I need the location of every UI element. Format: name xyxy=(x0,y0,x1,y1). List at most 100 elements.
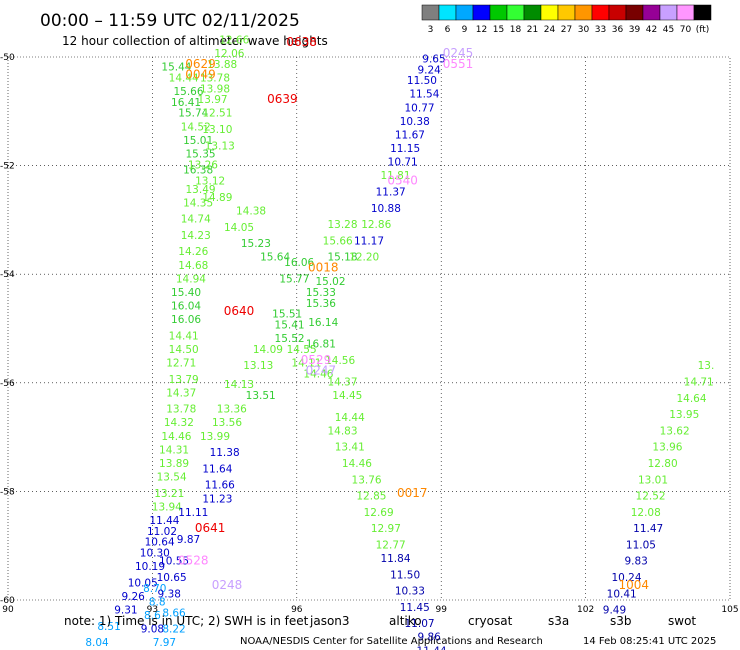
swh-value-label: 10.55 xyxy=(159,556,189,568)
swh-value-label: 9.08 xyxy=(141,624,164,636)
swh-value-label: 11.84 xyxy=(380,553,410,565)
colorbar-tick-label: 42 xyxy=(646,25,657,35)
swh-value-label: 14.74 xyxy=(181,214,211,226)
y-tick-label: -56 xyxy=(0,379,15,389)
swh-value-label: 11.54 xyxy=(409,89,439,101)
swh-value-label: 15.44 xyxy=(161,62,191,74)
swh-value-label: 10.64 xyxy=(145,537,175,549)
swh-value-label: 14.64 xyxy=(676,393,706,405)
swh-value-label: 12.66 xyxy=(219,34,249,46)
colorbar-swatch xyxy=(608,4,627,21)
colorbar-swatch xyxy=(574,4,593,21)
swh-value-label: 14.56 xyxy=(325,355,355,367)
swh-value-label: 11.05 xyxy=(626,539,656,551)
swh-value-label: 14.23 xyxy=(181,230,211,242)
swh-value-label: 12.77 xyxy=(376,539,406,551)
swh-value-label: 11.02 xyxy=(147,526,177,538)
swh-value-label: 15.40 xyxy=(171,287,201,299)
satellite-legend-item: jason3 xyxy=(309,614,350,628)
swh-value-label: 8.8 xyxy=(149,596,166,608)
colorbar-tick-label: 33 xyxy=(595,25,606,35)
swh-value-label: 13.98 xyxy=(200,83,230,95)
swh-value-label: 14.09 xyxy=(253,344,283,356)
swh-value-label: 13.13 xyxy=(243,360,273,372)
swh-value-label: 12.71 xyxy=(166,358,196,370)
pass-time-label: 0638 xyxy=(286,35,317,49)
swh-value-label: 16.04 xyxy=(171,300,201,312)
colorbar-swatch xyxy=(421,4,440,21)
swh-value-label: 8.22 xyxy=(162,624,185,636)
x-tick-label: 102 xyxy=(577,605,594,615)
pass-time-label: 0639 xyxy=(267,92,298,106)
swh-value-label: 13.36 xyxy=(217,404,247,416)
swh-value-label: 14.55 xyxy=(287,344,317,356)
swh-value-label: 11.44 xyxy=(149,515,179,527)
swh-value-label: 9.83 xyxy=(624,556,647,568)
swh-value-label: 14.37 xyxy=(327,377,357,389)
satellite-legend-item: s3a xyxy=(548,614,569,628)
swh-value-label: 14.37 xyxy=(166,387,196,399)
swh-value-label: 11.11 xyxy=(178,507,208,519)
swh-value-label: 11.38 xyxy=(210,447,240,459)
swh-value-label: 14.31 xyxy=(159,444,189,456)
swh-value-label: 11.67 xyxy=(395,129,425,141)
swh-value-label: 10.71 xyxy=(388,157,418,169)
swh-value-label: 9.86 xyxy=(417,632,441,644)
pass-time-label: 0641 xyxy=(195,521,226,535)
swh-value-label: 13.79 xyxy=(169,374,199,386)
colorbar-legend: 3 6 9 12 15 18 21 24 27 30 33 36 39 42 45 70 (ft) xyxy=(421,4,712,35)
pass-time-label: 0248 xyxy=(212,578,243,592)
pass-time-label: 0540 xyxy=(387,174,418,188)
swh-value-label: 11.15 xyxy=(390,143,420,155)
swh-value-label: 13.78 xyxy=(200,72,230,84)
swh-value-label: 13.89 xyxy=(159,458,189,470)
swh-value-label: 14.11 xyxy=(291,358,321,370)
colorbar-swatch xyxy=(489,4,508,21)
swh-value-label: 15.52 xyxy=(275,333,305,345)
satellite-legend-item: altiko xyxy=(389,614,422,628)
colorbar-tick-label: 6 xyxy=(445,25,451,35)
swh-value-label: 13.13 xyxy=(205,140,235,152)
swh-value-label: 16.81 xyxy=(306,339,336,351)
colorbar-swatch xyxy=(455,4,474,21)
colorbar-tick-label: 30 xyxy=(578,25,590,35)
swh-value-label: 12.69 xyxy=(364,507,394,519)
swh-value-label: 15.41 xyxy=(275,320,305,332)
swh-value-label: 14.44 xyxy=(169,72,199,84)
swh-value-label: 8.6 xyxy=(144,610,161,622)
swh-value-label: 15.36 xyxy=(306,298,336,310)
swh-value-label: 14.32 xyxy=(164,417,194,429)
swh-value-label: 12.52 xyxy=(636,491,666,503)
swh-value-label: 11.64 xyxy=(202,463,232,475)
swh-value-label: 15.51 xyxy=(272,309,302,321)
pass-time-label: 0017 xyxy=(397,486,428,500)
colorbar-swatch xyxy=(591,4,610,21)
swh-value-label: 15.64 xyxy=(260,252,290,264)
x-tick-label: 93 xyxy=(147,605,158,615)
swh-value-label: 15.66 xyxy=(173,86,203,98)
swh-value-label: 14.13 xyxy=(224,379,254,391)
swh-value-label: 9.31 xyxy=(114,605,137,617)
swh-value-label: 9.38 xyxy=(158,588,181,600)
colorbar-swatch xyxy=(540,4,559,21)
colorbar-swatch xyxy=(693,4,712,21)
y-tick-label: -54 xyxy=(0,270,15,280)
swh-value-label: 12.51 xyxy=(202,108,232,120)
swh-value-label: 15.18 xyxy=(327,252,357,264)
swh-value-label: 13.76 xyxy=(352,474,382,486)
colorbar-tick-label: 36 xyxy=(612,25,624,35)
swh-value-label: 13. xyxy=(698,360,715,372)
swh-value-label: 13.49 xyxy=(186,184,216,196)
note-text: note: 1) Time is in UTC; 2) SWH is in fe… xyxy=(64,614,309,628)
y-tick-label: -50 xyxy=(0,53,15,63)
pass-time-label: 0529 xyxy=(301,353,332,367)
swh-value-label: 11.37 xyxy=(376,186,406,198)
swh-value-label: 15.01 xyxy=(183,135,213,147)
swh-value-label: 13.78 xyxy=(166,404,196,416)
plot-frame xyxy=(7,56,731,601)
swh-value-label: 16.14 xyxy=(308,317,338,329)
swh-value-label: 13.51 xyxy=(246,390,276,402)
pass-time-label: 0629 xyxy=(185,57,216,71)
swh-points: 15.4414.4415.6616.4115.7414.5215.0115.35… xyxy=(85,34,714,650)
